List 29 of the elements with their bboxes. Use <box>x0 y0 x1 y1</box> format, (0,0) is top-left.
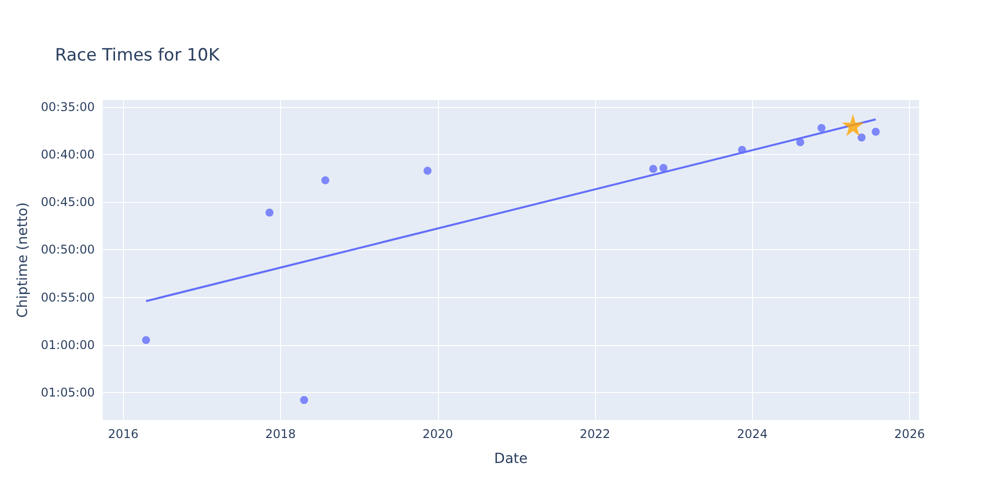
point <box>300 396 308 404</box>
y-tick-label: 01:00:00 <box>40 338 95 352</box>
point <box>872 128 880 136</box>
x-tick-label: 2020 <box>422 427 454 441</box>
x-axis-title: Date <box>494 451 528 467</box>
x-tick-label: 2016 <box>108 427 139 441</box>
point <box>659 164 668 172</box>
point <box>142 336 150 344</box>
x-tick-label: 2024 <box>737 427 768 441</box>
x-tick-label: 2018 <box>265 427 296 441</box>
point <box>858 133 866 142</box>
chart-title: Race Times for 10K <box>55 46 220 66</box>
x-tick-label: 2026 <box>894 427 925 441</box>
y-tick-label: 00:40:00 <box>40 148 95 162</box>
point <box>321 176 330 184</box>
y-axis-title: Chiptime (netto) <box>15 202 31 318</box>
point <box>796 138 804 146</box>
y-tick-label: 01:05:00 <box>40 385 95 400</box>
y-tick-label: 00:45:00 <box>40 195 95 210</box>
point <box>266 208 274 217</box>
point <box>424 166 432 175</box>
point <box>818 124 826 132</box>
y-tick-label: 00:35:00 <box>40 100 95 114</box>
y-tick-label: 00:55:00 <box>40 290 95 304</box>
point <box>649 164 658 173</box>
x-tick-label: 2022 <box>580 427 610 441</box>
y-tick-label: 00:50:00 <box>40 242 95 257</box>
point <box>738 146 746 154</box>
point <box>842 114 864 136</box>
